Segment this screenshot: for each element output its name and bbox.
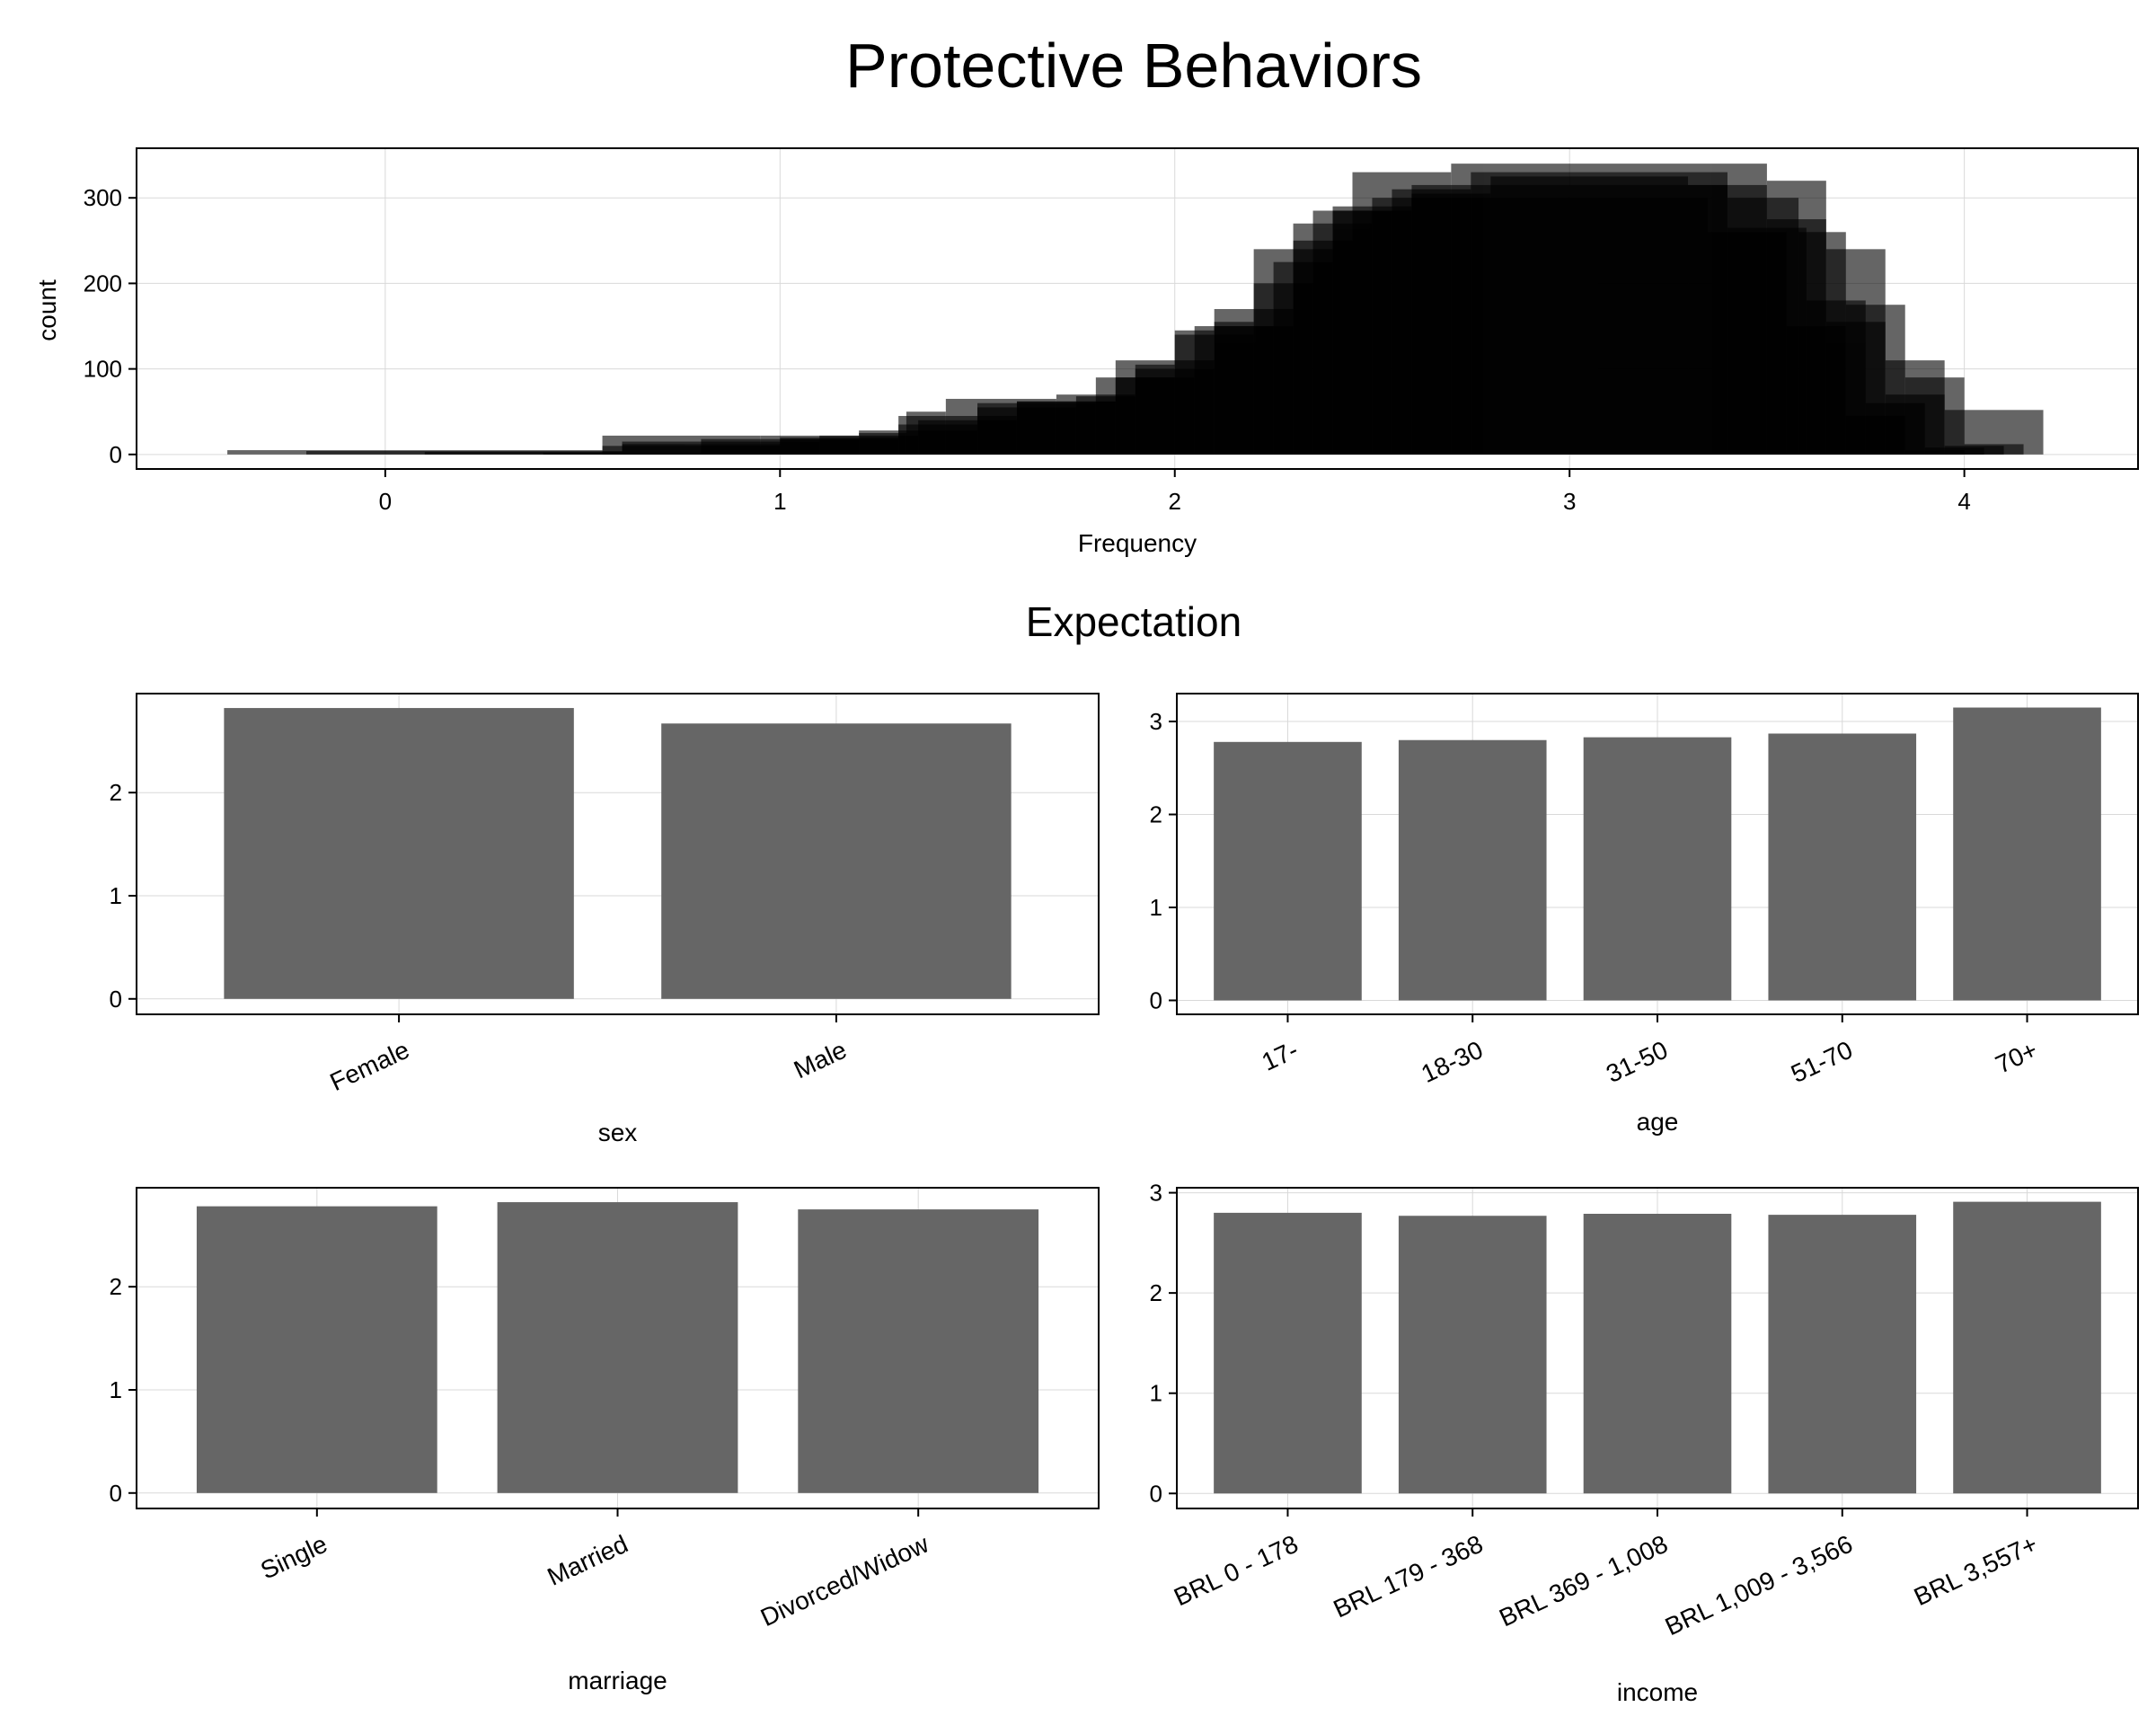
histogram-bin — [898, 415, 1017, 455]
y-tick-label: 1 — [1150, 894, 1162, 921]
y-tick-label: 1 — [110, 1376, 122, 1403]
y-tick-label: 2 — [1150, 801, 1162, 828]
y-tick-label: 3 — [1150, 708, 1162, 735]
x-tick-label: 0 — [379, 488, 392, 515]
histogram-bin — [1214, 308, 1294, 455]
bar — [1398, 739, 1547, 1001]
x-tick-label: 17- — [1258, 1036, 1303, 1076]
y-tick-label: 0 — [110, 441, 122, 468]
x-tick-label: 1 — [773, 488, 786, 515]
histogram-bin — [1115, 360, 1215, 455]
x-axis-label: sex — [598, 1119, 638, 1146]
y-tick-label: 100 — [84, 356, 122, 383]
x-tick-label: 18-30 — [1417, 1036, 1487, 1088]
x-tick-label: Married — [543, 1530, 632, 1591]
bar — [497, 1202, 738, 1493]
x-tick-label: 3 — [1563, 488, 1576, 515]
plot-frame — [136, 1187, 1100, 1509]
x-tick-label: BRL 1,009 - 3,566 — [1661, 1530, 1857, 1641]
plot-frame — [1176, 693, 2139, 1015]
histogram-bin — [1786, 326, 1846, 455]
x-tick-label: Female — [326, 1036, 414, 1097]
histogram-layer — [602, 198, 1965, 455]
x-tick-label: BRL 369 - 1,008 — [1495, 1530, 1672, 1632]
histogram-bin — [424, 451, 623, 455]
x-tick-label: Divorced/Widow — [756, 1529, 933, 1632]
y-tick-label: 0 — [110, 986, 122, 1013]
bar — [224, 708, 574, 999]
y-tick-label: 0 — [110, 1480, 122, 1507]
histogram-bin — [1016, 401, 1116, 455]
y-tick-label: 2 — [110, 779, 122, 806]
x-tick-label: 70+ — [1992, 1036, 2042, 1079]
histogram-bin — [780, 437, 899, 455]
bar — [1953, 707, 2101, 1001]
histogram-bin — [1293, 223, 1373, 455]
x-tick-label: 4 — [1957, 488, 1970, 515]
marriage-bar-panel: 0 1 2 Single Married Divorced/Widow marriage — [110, 1187, 1100, 1694]
y-tick-label: 1 — [110, 882, 122, 909]
plot-frame — [136, 693, 1100, 1015]
bar — [1768, 733, 1917, 1001]
bar — [196, 1206, 437, 1493]
x-tick-label: 31-50 — [1602, 1036, 1672, 1088]
histogram-bin — [1708, 232, 1787, 455]
bar — [1953, 1201, 2101, 1494]
bar — [1583, 737, 1732, 1001]
bar — [798, 1209, 1039, 1493]
y-tick-label: 0 — [1150, 1480, 1162, 1507]
bar — [1583, 1214, 1732, 1494]
age-bar-panel: 0 1 2 3 17- 18-30 31-50 51-70 70+ age — [1150, 693, 2139, 1136]
y-tick-label: 0 — [1150, 986, 1162, 1013]
figure-subtitle: Expectation — [1026, 598, 1241, 645]
x-tick-label: 2 — [1169, 488, 1181, 515]
y-tick-label: 1 — [1150, 1380, 1162, 1407]
y-tick-label: 3 — [1150, 1180, 1162, 1207]
bar — [1214, 741, 1362, 1001]
x-tick-label: BRL 3,557+ — [1910, 1530, 2042, 1611]
plot-frame — [1176, 1187, 2139, 1509]
histogram-panel: 0 100 200 300 0 1 2 3 4 Frequency count — [33, 147, 2139, 557]
x-tick-label: Single — [256, 1530, 331, 1585]
bar — [1398, 1216, 1547, 1494]
histogram-bin — [1904, 450, 1965, 455]
x-axis-label: marriage — [568, 1667, 667, 1694]
figure-title: Protective Behaviors — [845, 31, 1422, 101]
x-tick-label: 51-70 — [1787, 1036, 1857, 1088]
sex-bar-panel: 0 1 2 Female Male sex — [110, 693, 1100, 1146]
x-tick-label: BRL 0 - 178 — [1170, 1530, 1303, 1612]
bar — [1768, 1215, 1917, 1494]
y-axis-label: count — [33, 279, 61, 341]
y-tick-label: 200 — [84, 270, 122, 296]
income-bar-panel: 0 1 2 3 BRL 0 - 178 BRL 179 - 368 BRL 369 - 1,… — [1150, 1180, 2139, 1706]
histogram-bin — [1845, 415, 1905, 455]
y-tick-label: 300 — [84, 184, 122, 211]
x-tick-label: Male — [790, 1036, 851, 1084]
histogram-bin — [1372, 198, 1709, 455]
x-axis-label: income — [1617, 1678, 1698, 1706]
y-tick-label: 2 — [110, 1273, 122, 1300]
x-axis-label: Frequency — [1078, 529, 1197, 557]
y-tick-label: 2 — [1150, 1279, 1162, 1306]
bar — [1214, 1212, 1362, 1494]
x-tick-label: BRL 179 - 368 — [1330, 1530, 1488, 1623]
plot-frame — [136, 147, 2139, 470]
x-axis-label: age — [1637, 1108, 1679, 1136]
bar — [661, 723, 1012, 999]
histogram-bin — [602, 446, 781, 455]
